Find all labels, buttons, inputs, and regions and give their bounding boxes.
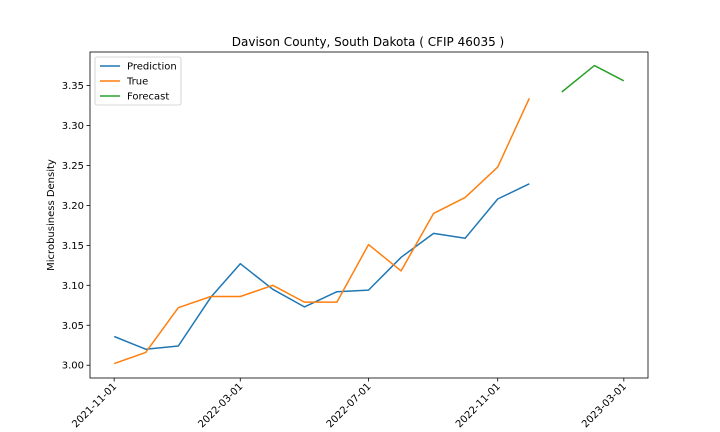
- plot-frame: [89, 51, 649, 379]
- x-tick-label: 2022-07-01: [325, 381, 374, 430]
- y-tick-label: 3.10: [62, 281, 84, 292]
- series-line-forecast: [561, 64, 625, 93]
- y-tick-label: 3.15: [62, 241, 84, 252]
- chart-title: Davison County, South Dakota ( CFIP 4603…: [232, 35, 504, 49]
- series-layer: [113, 64, 625, 365]
- series-line-prediction: [113, 183, 530, 350]
- x-tick-label: 2021-11-01: [70, 381, 119, 430]
- legend-entry: True: [126, 77, 148, 88]
- y-tick-label: 3.00: [62, 361, 84, 372]
- y-axis-label: Microbusiness Density: [46, 159, 57, 271]
- x-tick-label: 2022-11-01: [454, 381, 503, 430]
- legend: Prediction True Forecast: [94, 56, 182, 106]
- x-tick-label: 2023-03-01: [580, 381, 629, 430]
- y-tick-label: 3.20: [62, 201, 84, 212]
- legend-box: [94, 56, 182, 106]
- y-tick-label: 3.25: [62, 161, 84, 172]
- series-line-true: [113, 97, 530, 365]
- legend-entry: Forecast: [127, 92, 169, 103]
- legend-entry: Prediction: [127, 62, 177, 73]
- x-tick-label: 2022-03-01: [197, 381, 246, 430]
- y-tick-label: 3.05: [62, 321, 84, 332]
- y-tick-label: 3.30: [62, 121, 84, 132]
- y-tick-label: 3.35: [62, 81, 84, 92]
